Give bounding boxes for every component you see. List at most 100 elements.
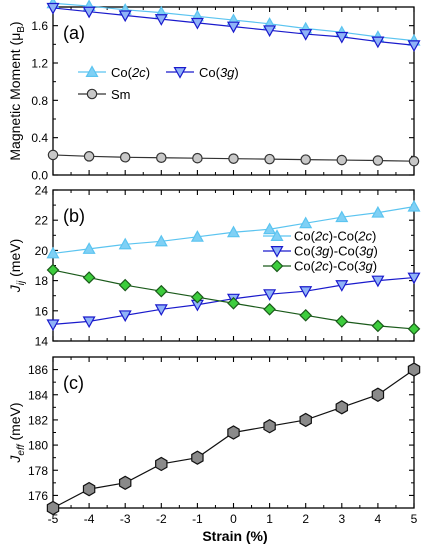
legend-marker — [85, 65, 99, 78]
data-point — [191, 290, 204, 304]
data-point — [228, 153, 239, 164]
data-point — [155, 456, 168, 472]
legend-label-part: Co( — [111, 65, 133, 80]
legend: Co(2c) Co(3g) Sm — [78, 65, 239, 102]
data-point — [226, 21, 241, 34]
data-point — [407, 362, 421, 377]
y-axis-label-tail: ) — [7, 21, 23, 26]
y-axis-label-main: J — [7, 455, 23, 464]
x-tick-label: -2 — [156, 512, 167, 526]
data-point — [299, 216, 313, 229]
y-axis-label-main: Magnetic Moment (μ — [7, 33, 23, 161]
data-point — [154, 304, 168, 317]
data-point — [264, 153, 275, 165]
y-axis-label-sub: B — [16, 26, 27, 33]
y-tick-label: 0.4 — [31, 131, 48, 145]
series-jeff — [46, 362, 421, 516]
data-point — [227, 296, 240, 310]
data-point — [118, 237, 132, 250]
series-sm — [47, 149, 420, 167]
x-tick-label: -3 — [120, 512, 131, 526]
legend-item: Co(3g) — [166, 65, 239, 80]
panel-a: 0.00.40.81.21.6 (a)Magnetic Moment (μB)Co… — [7, 0, 421, 183]
data-point — [263, 302, 276, 316]
data-point — [371, 387, 385, 402]
data-point — [46, 246, 60, 259]
data-point — [118, 310, 132, 323]
data-point — [407, 40, 421, 53]
legend-label-part: Co( — [294, 229, 316, 244]
panel-label: (b) — [63, 206, 85, 226]
legend-marker — [270, 259, 284, 273]
legend-label-part: 2c — [357, 229, 372, 244]
panel-label: (c) — [63, 373, 84, 393]
data-point — [191, 450, 204, 465]
legend-label: Co(3g)-Co(3g) — [294, 244, 378, 259]
y-tick-label: 0.0 — [31, 169, 48, 183]
legend-label-part: )-Co( — [329, 259, 359, 274]
y-axis-label-main: J — [7, 284, 23, 293]
data-point — [408, 155, 420, 167]
y-tick-label: 16 — [35, 304, 49, 318]
legend-label-part: ) — [374, 244, 378, 259]
legend-label-part: 2c — [314, 229, 329, 244]
y-axis-label: Jeff (meV) — [7, 402, 27, 463]
legend-item: Co(3g)-Co(3g) — [263, 244, 378, 259]
legend-label-part: Sm — [111, 87, 131, 102]
x-tick-label: 2 — [302, 512, 309, 526]
data-point — [371, 36, 385, 49]
data-point — [335, 400, 349, 415]
data-point — [299, 308, 313, 322]
legend-label: Co(2c)-Co(3g) — [294, 259, 377, 274]
legend-label-part: ) — [234, 65, 238, 80]
legend-label-part: 2c — [131, 65, 146, 80]
y-axis-label: Jij (meV) — [7, 239, 27, 293]
legend-marker — [270, 229, 284, 241]
y-axis-label-sub: eff — [16, 443, 27, 455]
data-point — [371, 205, 385, 218]
data-point — [407, 199, 421, 212]
data-point — [299, 412, 312, 428]
data-point — [371, 275, 385, 288]
data-point — [263, 222, 277, 235]
data-point — [192, 152, 203, 164]
y-tick-label: 1.2 — [31, 57, 48, 71]
data-point — [118, 10, 132, 23]
legend-item: Sm — [78, 87, 131, 102]
data-point — [156, 152, 167, 164]
x-tick-label: -5 — [48, 512, 59, 526]
data-point — [263, 25, 277, 38]
legend-label: Co(2c)-Co(2c) — [294, 229, 376, 244]
panel-label: (a) — [63, 23, 85, 43]
y-tick-label: 180 — [28, 439, 48, 453]
data-point — [46, 500, 60, 516]
y-tick-label: 20 — [35, 244, 49, 258]
data-point — [299, 286, 313, 298]
legend: Co(2c)-Co(2c)Co(3g)-Co(3g)Co(2c)-Co(3g) — [263, 229, 378, 274]
data-point — [82, 316, 96, 329]
legend-label-part: )-Co( — [329, 244, 359, 259]
legend-label-part: 3g — [315, 244, 330, 259]
data-point — [226, 225, 241, 238]
y-tick-label: 22 — [35, 214, 49, 228]
data-point — [372, 155, 384, 166]
data-point — [299, 29, 313, 41]
legend-label-part: 3g — [358, 259, 373, 274]
legend-marker — [173, 66, 187, 79]
y-axis-label-tail: (meV) — [7, 239, 23, 281]
data-point — [46, 263, 60, 277]
x-axis-label: Strain (%) — [202, 528, 267, 544]
y-axis-label-tail: (meV) — [7, 402, 23, 444]
legend-label-part: ) — [372, 229, 376, 244]
data-point — [227, 425, 240, 440]
legend-marker — [86, 88, 98, 100]
data-point — [300, 154, 311, 165]
data-point — [154, 234, 168, 247]
data-point — [154, 14, 168, 26]
x-tick-label: 0 — [230, 512, 237, 526]
legend-label: Co(3g) — [199, 65, 239, 80]
legend-item: Co(2c)-Co(2c) — [263, 229, 376, 244]
y-tick-label: 1.6 — [31, 19, 48, 33]
data-point — [82, 271, 96, 284]
